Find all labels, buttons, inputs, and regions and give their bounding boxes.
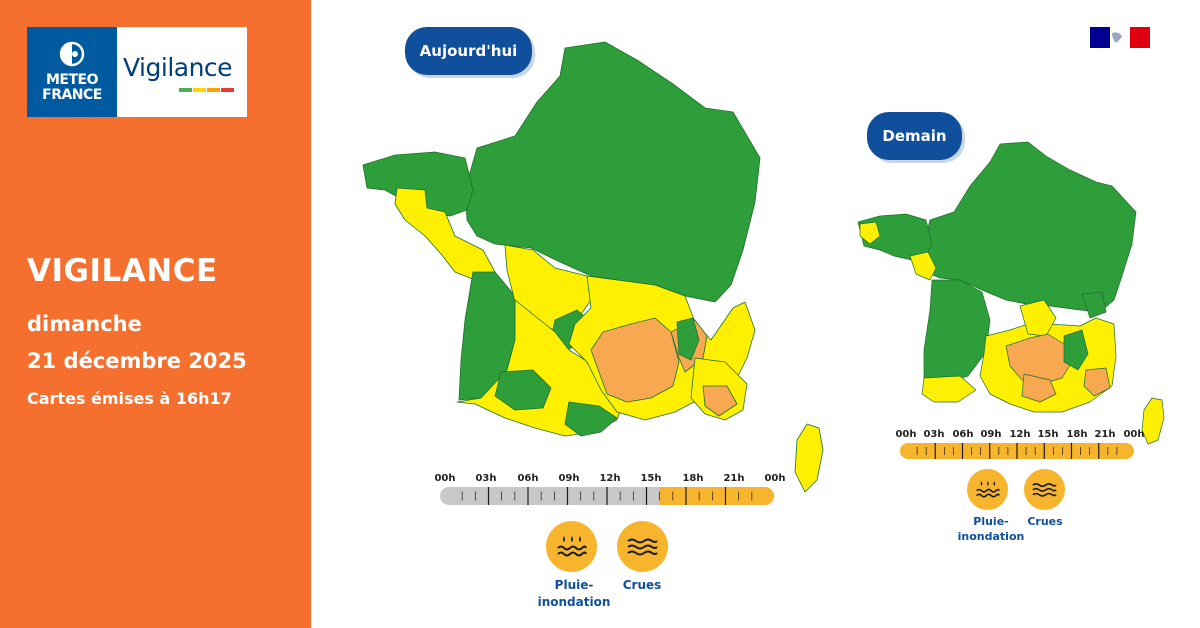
tick-label: 21h [1094,429,1116,440]
tick-label: 06h [517,473,539,484]
tick-label: 06h [952,429,974,440]
france-map-today[interactable] [355,40,835,500]
hazard-label-line: Crues [622,578,662,592]
hazard-label-flood: Crues [1019,514,1071,529]
flood-waves-icon[interactable] [1024,469,1065,510]
tick-label: 09h [980,429,1002,440]
page-title: VIGILANCE [27,253,218,289]
rain-flood-icon[interactable] [967,469,1008,510]
flood-waves-glyph [627,538,658,556]
brand-line1: METEO [45,72,99,88]
level-red-bar [221,88,234,92]
hazard-label-line: Crues [1027,515,1063,528]
france-map-tomorrow[interactable] [850,140,1170,450]
flood-waves-glyph [1032,483,1057,497]
tick-label: 00h [1123,429,1145,440]
hazard-label-line: Pluie- [973,515,1009,528]
tab-tomorrow[interactable]: Demain [867,112,962,160]
vigilance-logo: METEO FRANCE Vigilance [27,27,247,117]
level-yellow-bar [193,88,206,92]
republique-francaise-flag-icon [1090,27,1150,48]
tick-label: 00h [764,473,786,484]
tick-label: 12h [1009,429,1031,440]
meteo-france-logo: METEO FRANCE [27,27,117,117]
rain-flood-icon[interactable] [546,521,597,572]
hazard-label-rain-flood: Pluie- inondation [529,577,619,611]
rain-flood-glyph [976,481,1000,498]
hazard-label-line: Pluie- [554,578,594,592]
timeline-bar-today[interactable] [440,487,774,505]
flood-waves-icon[interactable] [617,521,668,572]
hazard-label-rain-flood: Pluie- inondation [952,514,1030,544]
tick-label: 03h [923,429,945,440]
tick-label: 18h [1066,429,1088,440]
date: 21 décembre 2025 [27,349,247,373]
rain-flood-glyph [557,536,587,557]
tick-label: 21h [723,473,745,484]
tick-label: 12h [599,473,621,484]
meteo-france-emblem-icon [59,41,85,67]
sidebar-panel: METEO FRANCE Vigilance VIGILANCE dimanch… [0,0,311,628]
tab-today[interactable]: Aujourd'hui [405,27,532,75]
weekday: dimanche [27,312,142,336]
hazard-label-line: inondation [957,530,1025,543]
tick-label: 15h [1037,429,1059,440]
tick-label: 00h [895,429,917,440]
brand-line2: FRANCE [42,87,102,103]
level-green-bar [179,88,192,92]
timeline-bar-tomorrow[interactable] [900,443,1134,459]
tick-label: 15h [640,473,662,484]
level-orange-bar [207,88,220,92]
product-name: Vigilance [123,53,233,82]
tick-label: 18h [682,473,704,484]
issued-time: Cartes émises à 16h17 [27,389,232,408]
tick-label: 03h [475,473,497,484]
hazard-label-flood: Crues [612,577,672,594]
tick-label: 00h [434,473,456,484]
hazard-label-line: inondation [537,595,611,609]
tick-label: 09h [558,473,580,484]
timeline-orange-segment [659,487,774,505]
